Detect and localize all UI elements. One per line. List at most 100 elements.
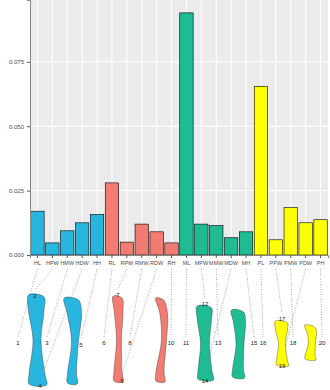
x-tick: RPW [120,255,134,266]
x-tick: PPW [270,255,283,266]
x-tick-label: HDW [76,260,90,266]
x-tick-label: RH [168,260,176,266]
x-tick: RMW [135,255,150,266]
connector [122,269,157,375]
measurement-label: 7 [116,292,120,298]
x-tick-mark [231,255,232,258]
x-tick-mark [246,255,247,258]
bar [210,226,223,255]
x-tick: MH [242,255,251,266]
connector [35,269,52,290]
connector [261,269,263,337]
grid-line-x [275,0,276,255]
measurement-label: 2 [33,293,37,299]
bar [180,13,193,255]
connector [201,269,205,298]
x-tick-mark [97,255,98,258]
x-tick-mark [216,255,217,258]
x-tick: ML [183,255,191,266]
connector [118,269,127,289]
x-tick: RDW [150,255,164,266]
bar [150,232,163,255]
bar [31,211,44,255]
x-tick-mark [141,255,142,258]
x-tick-label: HPW [46,260,60,266]
bar [120,242,133,255]
measurement-label: 9 [120,378,124,384]
figure: 0.0000.0250.0500.075HLHPWHMWHDWHHRLRPWRM… [0,0,330,390]
bar [239,232,252,255]
grid-line [30,126,328,127]
x-tick-label: HL [34,260,41,266]
x-tick: PMW [284,255,298,266]
connector [104,269,112,337]
bar [135,224,148,255]
measurement-label: 18 [290,340,297,346]
y-tick: 0.000 [9,252,30,258]
connector [276,269,282,313]
bars [31,13,328,255]
connector [246,269,254,337]
y-tick: 0.050 [9,124,30,130]
bar [75,223,88,255]
x-tick: HDW [76,255,90,266]
y-tick-label: 0.025 [9,188,25,194]
x-tick-label: RDW [150,260,164,266]
x-tick-mark [320,255,321,258]
bar [224,238,237,255]
measurement-label: 1 [16,340,20,346]
grid-line-x [201,0,202,255]
measurement-label: 3 [45,340,49,346]
measurement-label: 14 [202,378,209,384]
bone [196,305,214,381]
bar [105,183,118,255]
x-tick: HPW [46,255,60,266]
y-tick: 0.075 [9,59,30,65]
bone [112,295,123,382]
y-tick-mark [27,62,30,63]
measurement-label: 10 [168,340,175,346]
grid-line-x [156,0,157,255]
bone [275,320,289,366]
grid-line-x [52,0,53,255]
x-tick-label: ML [183,260,191,266]
y-tick-mark [27,255,30,256]
connector [130,269,142,337]
x-tick-mark [201,255,202,258]
measurement-label: 8 [128,340,132,346]
y-tick: 0.025 [9,188,30,194]
bone [155,298,168,383]
x-axis-line [31,256,329,259]
measurement-label: 16 [260,340,267,346]
bone [64,297,82,385]
measurement-label: 19 [279,363,286,369]
x-tick-label: PH [317,260,325,266]
x-tick: PDW [299,255,313,266]
bar [284,208,297,255]
bone [231,309,246,379]
x-tick-mark [156,255,157,258]
connector [216,269,218,337]
x-tick: MMW [209,255,224,266]
grid-line-x [216,0,217,255]
x-tick: HL [34,255,41,266]
measurement-label: 6 [102,340,106,346]
measurement-label: 15 [251,340,258,346]
measurement-label: 13 [215,340,222,346]
measurement-label: 20 [319,340,326,346]
bone-diagram: 1234567891011121314151617181920 [16,269,326,389]
x-tick-mark [171,255,172,258]
x-tick: RL [108,255,115,266]
y-axis-line [27,1,31,256]
connector [171,269,173,337]
plot: 0.0000.0250.0500.075HLHPWHMWHDWHHRLRPWRM… [9,0,329,266]
x-axis: HLHPWHMWHDWHHRLRPWRMWRDWRHMLMPWMMWMDWMHP… [31,255,329,266]
measurement-label: 17 [279,316,286,322]
x-tick-label: PPW [270,260,283,266]
x-tick-mark [305,255,306,258]
x-tick-label: PMW [284,260,298,266]
grid-line-x [320,0,321,255]
y-tick-mark [27,191,30,192]
panel-background [30,0,328,255]
y-tick-label: 0.000 [9,252,25,258]
